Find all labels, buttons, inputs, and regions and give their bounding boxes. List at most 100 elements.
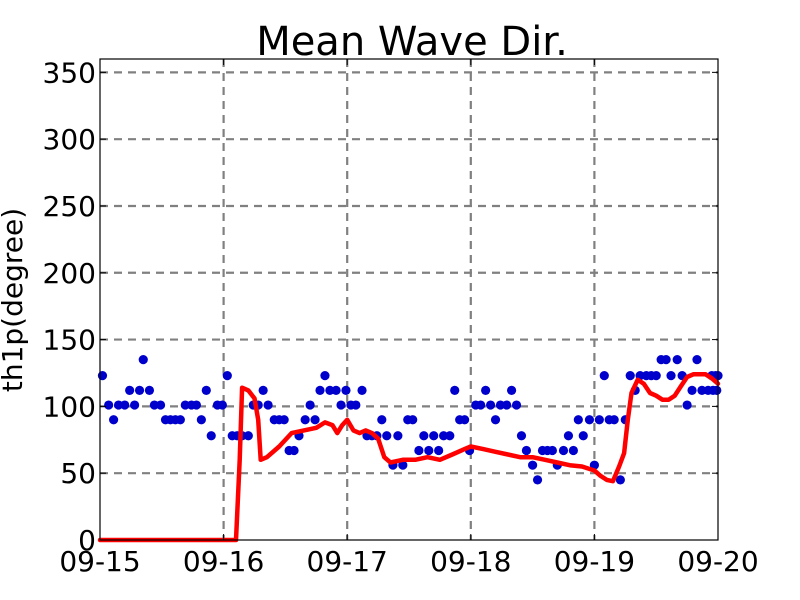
scatter-point bbox=[594, 415, 604, 425]
scatter-point bbox=[217, 400, 227, 410]
scatter-point bbox=[687, 385, 697, 395]
x-tick-label: 09-20 bbox=[677, 545, 758, 578]
scatter-point bbox=[584, 415, 595, 425]
scatter-point bbox=[377, 415, 387, 425]
scatter-point bbox=[104, 400, 114, 410]
scatter-point bbox=[191, 400, 202, 410]
scatter-point bbox=[568, 445, 578, 456]
y-tick-label: 100 bbox=[43, 390, 96, 423]
scatter-point bbox=[476, 400, 486, 410]
x-tick-label: 09-15 bbox=[59, 545, 140, 578]
y-tick-label: 200 bbox=[43, 257, 96, 290]
scatter-point bbox=[97, 371, 108, 381]
scatter-point bbox=[419, 431, 429, 441]
scatter-point bbox=[289, 445, 299, 456]
scatter-point bbox=[263, 400, 273, 410]
scatter-point bbox=[661, 355, 671, 365]
scatter-point bbox=[155, 400, 166, 410]
scatter-point bbox=[201, 385, 211, 395]
scatter-point bbox=[300, 415, 310, 425]
y-tick-label: 300 bbox=[43, 123, 96, 156]
y-tick-label: 250 bbox=[43, 190, 96, 223]
tick-marks bbox=[99, 59, 719, 541]
scatter-point bbox=[408, 415, 418, 425]
scatter-point bbox=[429, 431, 439, 441]
y-tick-label: 0 bbox=[78, 524, 96, 557]
scatter-point bbox=[382, 431, 392, 441]
scatter-point bbox=[625, 371, 635, 381]
x-tick-label: 09-19 bbox=[554, 545, 635, 578]
scatter-point bbox=[196, 415, 206, 425]
scatter-point bbox=[320, 371, 330, 381]
series-layer bbox=[97, 355, 723, 543]
scatter-point bbox=[615, 475, 625, 485]
scatter-point bbox=[125, 385, 135, 395]
x-tick-label: 09-18 bbox=[430, 545, 511, 578]
plot-frame bbox=[99, 58, 719, 541]
scatter-point bbox=[547, 445, 557, 456]
scatter-point bbox=[682, 400, 692, 410]
scatter-point bbox=[305, 400, 315, 410]
scatter-point bbox=[414, 445, 424, 456]
scatter-point bbox=[243, 431, 253, 441]
scatter-point bbox=[445, 431, 455, 441]
y-axis-label: th1p(degree) bbox=[0, 208, 29, 392]
series-line bbox=[97, 372, 721, 543]
chart-title: Mean Wave Dir. bbox=[256, 19, 568, 65]
scatter-point bbox=[206, 431, 216, 441]
scatter-point bbox=[341, 385, 351, 395]
scatter-point bbox=[490, 415, 501, 425]
scatter-point bbox=[521, 445, 532, 456]
y-tick-label: 50 bbox=[60, 457, 96, 490]
scatter-point bbox=[315, 385, 325, 395]
grid bbox=[100, 59, 718, 540]
scatter-point bbox=[511, 400, 522, 410]
scatter-point bbox=[398, 460, 408, 470]
scatter-point bbox=[532, 475, 543, 485]
scatter-point bbox=[393, 431, 403, 441]
scatter-point bbox=[516, 431, 527, 441]
scatter-point bbox=[528, 460, 538, 470]
scatter-point bbox=[310, 415, 320, 425]
y-tick-label: 350 bbox=[43, 56, 96, 89]
scatter-point bbox=[460, 415, 470, 425]
scatter-point bbox=[120, 400, 130, 410]
scatter-point bbox=[258, 385, 268, 395]
scatter-point bbox=[692, 355, 702, 365]
scatter-point bbox=[578, 431, 588, 441]
scatter-point bbox=[351, 400, 361, 410]
scatter-point bbox=[712, 385, 722, 395]
scatter-point bbox=[108, 415, 119, 425]
scatter-point bbox=[175, 415, 185, 425]
scatter-point bbox=[651, 371, 661, 381]
scatter-point bbox=[138, 355, 148, 365]
scatter-point bbox=[609, 415, 619, 425]
scatter-point bbox=[485, 400, 496, 410]
scatter-point bbox=[506, 385, 517, 395]
x-tick-label: 09-17 bbox=[307, 545, 388, 578]
y-tick-label: 150 bbox=[43, 324, 96, 357]
x-tick-label: 09-16 bbox=[183, 545, 264, 578]
scatter-point bbox=[424, 445, 434, 456]
scatter-point bbox=[279, 415, 289, 425]
scatter-point bbox=[357, 385, 367, 395]
scatter-point bbox=[573, 415, 583, 425]
scatter-point bbox=[672, 355, 682, 365]
y-tick-labels: 0 50 100 150 200 250 300 350 bbox=[43, 56, 96, 557]
scatter-point bbox=[558, 445, 569, 456]
scatter-point bbox=[331, 385, 341, 395]
scatter-point bbox=[502, 400, 512, 410]
scatter-point bbox=[599, 371, 609, 381]
scatter-point bbox=[336, 400, 346, 410]
scatter-point bbox=[144, 385, 155, 395]
scatter-point bbox=[481, 385, 491, 395]
scatter-point bbox=[222, 371, 232, 381]
scatter-point bbox=[563, 431, 574, 441]
scatter-point bbox=[134, 385, 145, 395]
scatter-point bbox=[666, 371, 676, 381]
scatter-point bbox=[434, 445, 444, 456]
scatter-point bbox=[130, 400, 140, 410]
scatter-point bbox=[450, 385, 460, 395]
x-tick-labels: 09-15 09-16 09-17 09-18 09-19 09-20 bbox=[59, 545, 758, 578]
